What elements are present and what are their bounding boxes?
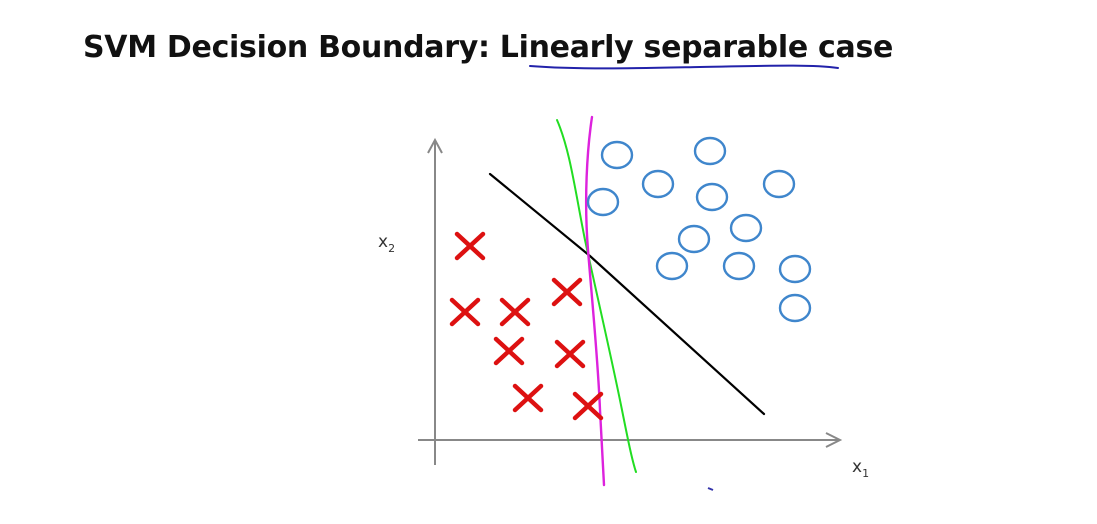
- x-cross-icon: [572, 391, 604, 421]
- slide-title: SVM Decision Boundary: Linearly separabl…: [83, 30, 893, 65]
- circle-icon: [762, 169, 796, 199]
- circle-icon: [778, 254, 812, 284]
- negative-class-points: [586, 136, 812, 323]
- title-emphasis: Linearly separable: [499, 30, 808, 65]
- x-axis-arrow: [825, 432, 843, 448]
- x-cross-icon: [499, 297, 531, 327]
- circle-icon: [600, 140, 634, 170]
- circle-icon: [778, 293, 812, 323]
- y-axis-arrow: [427, 137, 443, 154]
- positive-class-points: [449, 231, 604, 421]
- pen-dot: [707, 487, 714, 491]
- x-cross-icon: [551, 277, 583, 307]
- circle-icon: [695, 182, 729, 212]
- black-boundary-line: [488, 172, 766, 416]
- x-cross-icon: [449, 297, 481, 327]
- x-axis-label: x1: [852, 457, 869, 480]
- circle-icon: [641, 169, 675, 199]
- title-underline: [529, 64, 839, 70]
- y-axis-label: x2: [378, 232, 395, 255]
- x-cross-icon: [454, 231, 486, 261]
- magenta-boundary-line: [584, 115, 606, 487]
- circle-icon: [677, 224, 711, 254]
- x-cross-icon: [554, 339, 586, 369]
- circle-icon: [722, 251, 756, 281]
- x-cross-icon: [512, 383, 544, 413]
- circle-icon: [693, 136, 727, 166]
- title-suffix: case: [807, 30, 894, 65]
- circle-icon: [729, 213, 763, 243]
- circle-icon: [655, 251, 689, 281]
- axes: [418, 137, 843, 465]
- title-prefix: SVM Decision Boundary:: [83, 30, 500, 65]
- circle-icon: [586, 187, 620, 217]
- x-cross-icon: [493, 336, 525, 366]
- green-boundary-line: [556, 119, 637, 473]
